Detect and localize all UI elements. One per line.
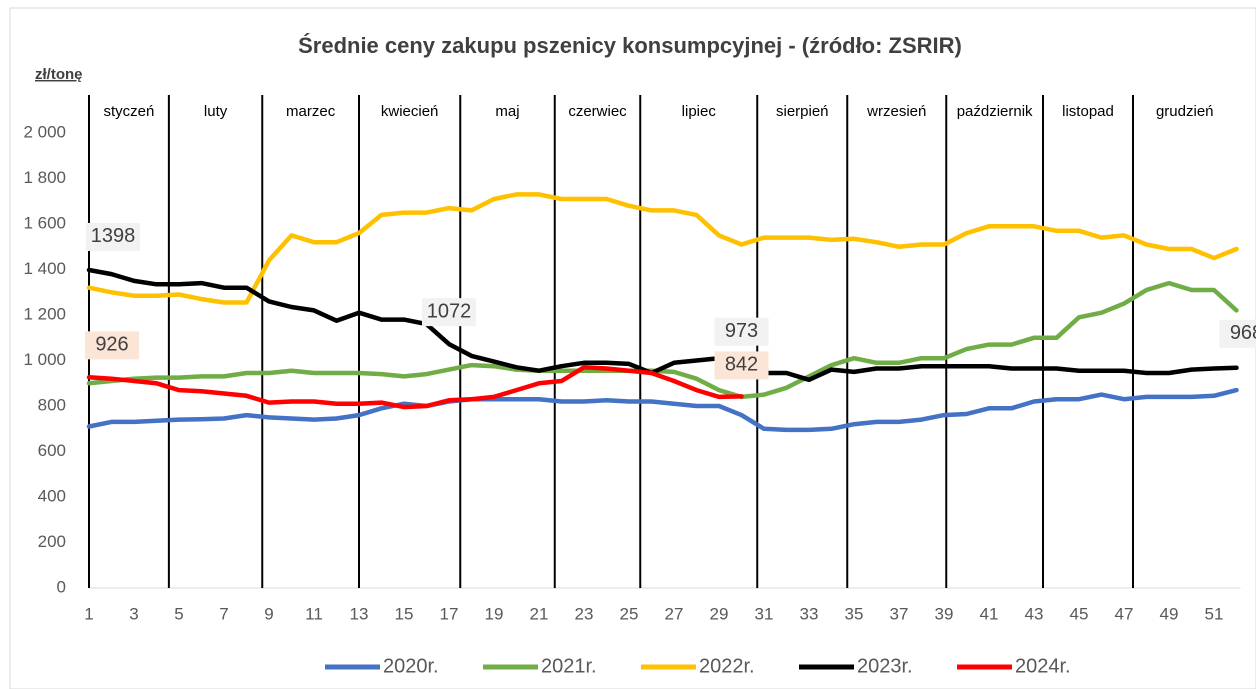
y-tick-label: 1 200 [23, 304, 66, 323]
data-label: 1072 [427, 300, 472, 322]
legend-label: 2022r. [699, 655, 755, 677]
data-label: 1398 [91, 225, 136, 247]
y-tick-label: 0 [57, 577, 66, 596]
legend-label: 2021r. [541, 655, 597, 677]
y-tick-label: 400 [38, 486, 66, 505]
month-label: luty [204, 103, 228, 120]
data-label-box [714, 351, 769, 380]
data-label: 926 [95, 334, 128, 356]
y-axis-label: zł/tonę [35, 66, 83, 83]
x-tick-label: 27 [665, 604, 684, 623]
y-tick-label: 1 600 [23, 213, 66, 232]
x-tick-label: 47 [1115, 604, 1134, 623]
month-label: marzec [286, 103, 336, 120]
series-line [86, 267, 1239, 383]
y-tick-label: 1 400 [23, 259, 66, 278]
legend-label: 2020r. [383, 655, 439, 677]
data-label-box [85, 331, 139, 360]
month-label: wrzesień [866, 103, 926, 120]
series-line [86, 387, 1239, 433]
y-tick-label: 800 [38, 395, 66, 414]
month-label: listopad [1062, 103, 1114, 120]
x-tick-label: 19 [485, 604, 504, 623]
y-tick-label: 600 [38, 441, 66, 460]
x-tick-label: 49 [1160, 604, 1179, 623]
legend-label: 2023r. [857, 655, 913, 677]
y-tick-label: 200 [38, 532, 66, 551]
x-tick-label: 51 [1205, 604, 1224, 623]
series-line [86, 365, 744, 410]
data-label: 973 [725, 320, 758, 342]
x-tick-label: 25 [620, 604, 639, 623]
month-label: sierpień [776, 103, 829, 120]
x-tick-label: 33 [800, 604, 819, 623]
month-label: październik [957, 103, 1033, 120]
chart-border [9, 7, 1256, 689]
x-tick-label: 11 [305, 604, 323, 623]
x-tick-label: 3 [129, 604, 138, 623]
series-line [86, 280, 1239, 400]
data-label-box [1219, 319, 1256, 348]
x-tick-label: 39 [935, 604, 954, 623]
x-tick-label: 35 [845, 604, 864, 623]
y-tick-label: 2 000 [23, 122, 66, 141]
x-tick-label: 13 [350, 604, 369, 623]
data-label: 842 [725, 354, 758, 376]
series-line [86, 192, 1239, 305]
x-tick-label: 9 [264, 604, 273, 623]
x-tick-label: 29 [710, 604, 729, 623]
month-label: styczeń [104, 103, 155, 120]
data-label-box [714, 317, 769, 346]
x-tick-label: 21 [530, 604, 549, 623]
month-label: czerwiec [568, 103, 627, 120]
x-tick-label: 7 [219, 604, 228, 623]
x-tick-label: 41 [980, 604, 999, 623]
x-tick-label: 37 [890, 604, 909, 623]
x-tick-label: 1 [84, 604, 93, 623]
month-label: kwiecień [381, 103, 439, 120]
data-label: 968 [1230, 322, 1256, 344]
y-tick-label: 1 000 [23, 350, 66, 369]
legend-label: 2024r. [1015, 655, 1071, 677]
x-tick-label: 15 [395, 604, 414, 623]
data-label-box [86, 222, 140, 251]
x-tick-label: 5 [174, 604, 183, 623]
chart-title: Średnie ceny zakupu pszenicy konsumpcyjn… [298, 33, 962, 58]
x-tick-label: 17 [440, 604, 459, 623]
month-label: maj [495, 103, 519, 120]
month-label: lipiec [682, 103, 717, 120]
month-label: grudzień [1156, 103, 1214, 120]
data-label-box [422, 298, 476, 327]
x-tick-label: 23 [575, 604, 594, 623]
x-tick-label: 43 [1025, 604, 1044, 623]
x-tick-label: 45 [1070, 604, 1089, 623]
y-tick-label: 1 800 [23, 168, 66, 187]
x-tick-label: 31 [755, 604, 774, 623]
